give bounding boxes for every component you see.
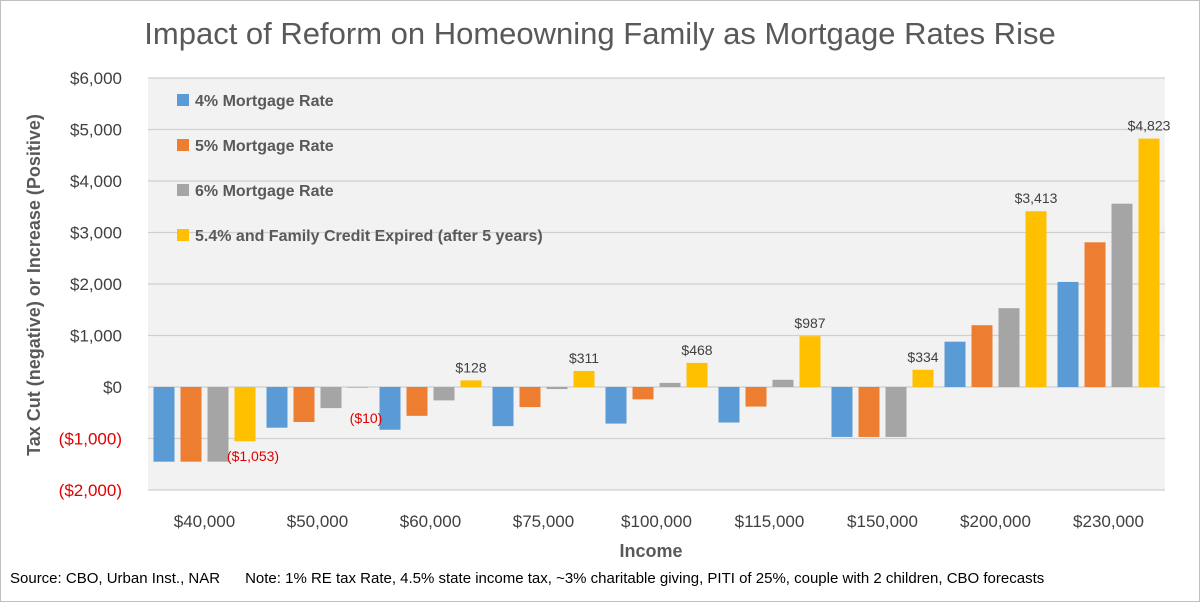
data-label: ($10) xyxy=(350,410,383,426)
bar xyxy=(460,380,482,387)
bar xyxy=(831,387,853,437)
y-axis-ticks: $6,000 $5,000 $4,000 $3,000 $2,000 $1,000 $0 ($… xyxy=(59,69,122,500)
data-label: $468 xyxy=(681,342,712,358)
bar xyxy=(293,387,315,423)
y-tick-label: ($2,000) xyxy=(59,481,122,500)
bar xyxy=(266,387,288,428)
bar xyxy=(379,387,401,430)
bar xyxy=(998,308,1020,387)
bar xyxy=(799,336,821,387)
bar xyxy=(1111,203,1133,387)
data-label: $311 xyxy=(569,350,599,366)
x-tick-label: $75,000 xyxy=(513,512,574,531)
bar xyxy=(858,387,880,437)
x-tick-label: $115,000 xyxy=(735,512,805,531)
y-tick-label: $3,000 xyxy=(70,224,122,243)
y-tick-label: $5,000 xyxy=(70,121,122,140)
legend-label: 5% Mortgage Rate xyxy=(195,138,334,155)
legend-swatch xyxy=(177,94,189,106)
legend-label: 4% Mortgage Rate xyxy=(195,93,334,110)
x-axis-title: Income xyxy=(619,541,682,561)
x-tick-label: $40,000 xyxy=(174,512,235,531)
bar xyxy=(971,325,993,387)
bar xyxy=(546,387,568,390)
bar xyxy=(433,387,455,401)
bar xyxy=(632,387,654,400)
legend: 4% Mortgage Rate 5% Mortgage Rate 6% Mortg… xyxy=(177,93,543,245)
bar xyxy=(519,387,541,408)
data-label: ($1,053) xyxy=(227,448,279,464)
bar xyxy=(912,369,934,387)
x-tick-label: $60,000 xyxy=(400,512,461,531)
x-tick-label: $230,000 xyxy=(1073,512,1144,531)
data-label: $4,823 xyxy=(1128,118,1171,134)
bar xyxy=(686,362,708,387)
y-tick-label: ($1,000) xyxy=(59,430,122,449)
y-tick-label: $6,000 xyxy=(70,69,122,88)
bar xyxy=(659,382,681,387)
bar xyxy=(207,387,229,462)
bar xyxy=(1138,138,1160,387)
bar xyxy=(1057,281,1079,387)
data-labels: ($1,053) ($10) $128 $311 $468 $987 $334 $3,413 $… xyxy=(227,118,1171,465)
bar xyxy=(1025,211,1047,387)
y-tick-label: $2,000 xyxy=(70,275,122,294)
bar xyxy=(347,387,369,388)
data-label: $334 xyxy=(907,349,938,365)
legend-swatch xyxy=(177,229,189,241)
bar xyxy=(320,387,342,409)
legend-label: 6% Mortgage Rate xyxy=(195,183,334,200)
grid-lines xyxy=(148,77,1165,491)
bar xyxy=(605,387,627,424)
data-label: $3,413 xyxy=(1015,190,1058,206)
bar xyxy=(153,387,175,462)
note-text: Note: 1% RE tax Rate, 4.5% state income … xyxy=(245,570,1045,587)
source-text: Source: CBO, Urban Inst., NAR xyxy=(10,570,221,587)
y-tick-label: $0 xyxy=(103,378,122,397)
legend-swatch xyxy=(177,139,189,151)
x-axis-ticks: $40,000 $50,000 $60,000 $75,000 $100,000 $115… xyxy=(174,512,1144,531)
legend-label: 5.4% and Family Credit Expired (after 5 … xyxy=(195,228,543,245)
y-tick-label: $1,000 xyxy=(70,327,122,346)
y-axis-title: Tax Cut (negative) or Increase (Positive… xyxy=(24,114,44,456)
data-label: $987 xyxy=(794,315,825,331)
x-tick-label: $100,000 xyxy=(621,512,692,531)
bar xyxy=(573,370,595,387)
bar xyxy=(944,341,966,387)
bars xyxy=(153,138,1160,462)
bar xyxy=(492,387,514,427)
x-tick-label: $200,000 xyxy=(960,512,1031,531)
x-tick-label: $50,000 xyxy=(287,512,348,531)
data-label: $128 xyxy=(455,359,486,375)
bar xyxy=(180,387,202,462)
bar xyxy=(718,387,740,423)
chart-title: Impact of Reform on Homeowning Family as… xyxy=(144,16,1056,51)
source-note: Source: CBO, Urban Inst., NAR Note: 1% R… xyxy=(10,570,1044,587)
bar xyxy=(406,387,428,416)
bar xyxy=(1084,242,1106,387)
bar xyxy=(885,387,907,437)
spacer xyxy=(220,570,245,587)
y-tick-label: $4,000 xyxy=(70,172,122,191)
legend-swatch xyxy=(177,184,189,196)
bar xyxy=(772,379,794,387)
x-tick-label: $150,000 xyxy=(847,512,918,531)
bar xyxy=(745,387,767,407)
bar xyxy=(234,387,256,442)
